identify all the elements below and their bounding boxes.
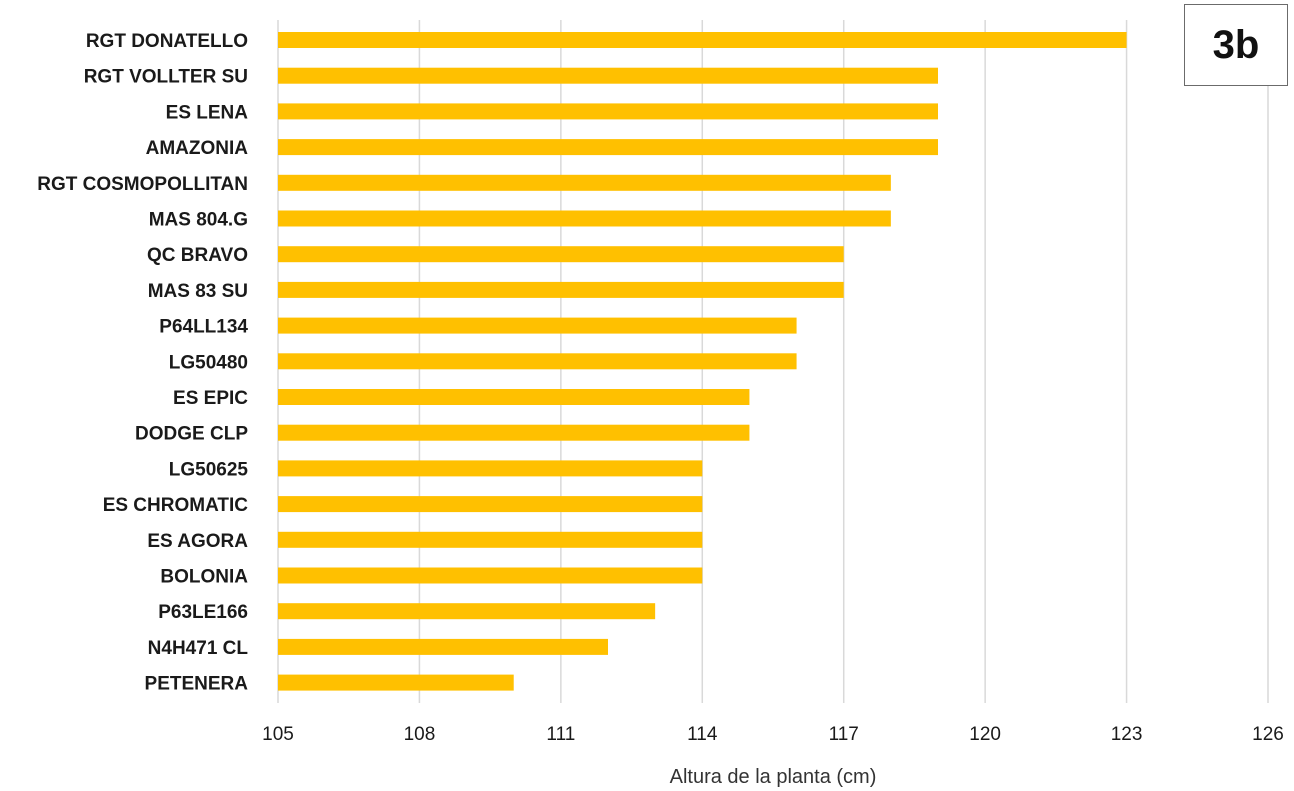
category-label: PETENERA — [145, 674, 249, 695]
bar — [278, 567, 703, 584]
x-tick-label: 105 — [262, 724, 294, 745]
category-label: DODGE CLP — [135, 424, 248, 445]
category-label: QC BRAVO — [147, 245, 248, 266]
category-label: ES LENA — [166, 102, 249, 123]
x-tick-labels: 105 108 111 114 117 120 123 126 — [262, 724, 1284, 745]
bar — [278, 389, 750, 405]
bar — [278, 317, 797, 334]
x-axis-title: Altura de la planta (cm) — [670, 766, 877, 788]
category-label: RGT VOLLTER SU — [84, 67, 248, 88]
bar — [278, 496, 703, 513]
bar — [278, 103, 938, 120]
bar — [278, 139, 938, 156]
category-label: ES AGORA — [147, 531, 248, 552]
category-label: LG50480 — [169, 352, 248, 373]
bar — [278, 281, 844, 298]
bar — [278, 424, 750, 441]
x-tick-label: 123 — [1111, 724, 1143, 745]
x-tick-label: 108 — [404, 724, 436, 745]
category-label: MAS 83 SU — [148, 281, 248, 302]
x-tick-label: 120 — [969, 724, 1001, 745]
bar — [278, 674, 514, 691]
bar — [278, 32, 1127, 48]
bar — [278, 246, 844, 263]
bar — [278, 603, 656, 620]
category-label: BOLONIA — [160, 567, 248, 588]
bar — [278, 460, 703, 477]
bar — [278, 174, 891, 191]
category-label: RGT COSMOPOLLITAN — [37, 174, 248, 195]
category-label: P64LL134 — [159, 317, 248, 338]
bar — [278, 353, 797, 370]
category-label: ES CHROMATIC — [103, 495, 249, 516]
x-tick-label: 114 — [687, 724, 718, 745]
category-label: RGT DONATELLO — [86, 31, 248, 52]
bar — [278, 531, 703, 548]
bar — [278, 67, 938, 84]
panel-label: 3b — [1184, 4, 1288, 86]
category-label: LG50625 — [169, 459, 249, 480]
bar — [278, 210, 891, 227]
category-label: N4H471 CL — [148, 638, 249, 659]
category-label: AMAZONIA — [146, 138, 249, 159]
x-tick-label: 126 — [1252, 724, 1284, 745]
category-labels: RGT DONATELLO RGT VOLLTER SU ES LENA AMAZON… — [37, 31, 248, 695]
x-tick-label: 111 — [546, 724, 575, 745]
bar — [278, 638, 608, 655]
category-label: MAS 804.G — [149, 210, 248, 231]
bars — [278, 32, 1127, 691]
category-label: P63LE166 — [158, 602, 248, 623]
x-tick-label: 117 — [829, 724, 859, 745]
category-label: ES EPIC — [173, 388, 248, 409]
